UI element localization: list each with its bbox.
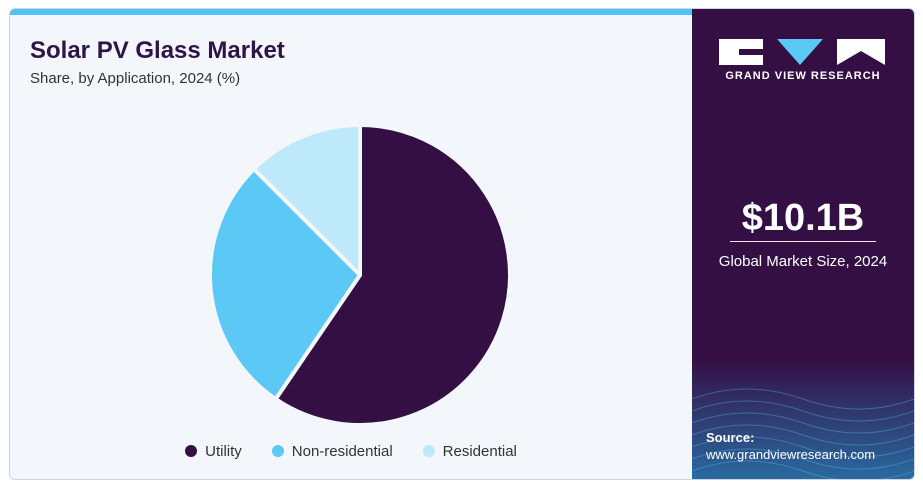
legend-label: Residential	[442, 442, 517, 460]
chart-legend: Utility Non-residential Residential	[10, 440, 692, 462]
pie-slice-residential	[251, 123, 362, 277]
legend-item-utility: Utility	[185, 443, 242, 460]
accent-bar	[10, 9, 692, 15]
legend-swatch	[271, 445, 284, 457]
pie-slice-non-residential	[208, 166, 362, 402]
legend-label: Non-residential	[291, 442, 393, 460]
divider	[730, 241, 876, 242]
source-label: Source:	[706, 430, 755, 445]
legend-item-non-residential: Non-residential	[271, 442, 393, 460]
pie-chart	[208, 123, 512, 427]
chart-title: Solar PV Glass Market	[30, 37, 285, 64]
legend-label: Utility	[205, 442, 242, 460]
chart-subtitle: Share, by Application, 2024 (%)	[30, 70, 241, 87]
decorative-wave-pattern	[692, 359, 914, 479]
legend-item-residential: Residential	[422, 442, 517, 460]
grand-view-research-logo	[719, 39, 885, 65]
market-size-label: Global Market Size, 2024	[718, 253, 888, 270]
info-panel: GRAND VIEW RESEARCH $10.1B Global Market…	[692, 9, 914, 479]
brand-name: GRAND VIEW RESEARCH	[725, 70, 881, 82]
pie-slice-utility	[273, 123, 512, 427]
source-url[interactable]: www.grandviewresearch.com	[706, 447, 876, 462]
chart-card: Solar PV Glass Market Share, by Applicat…	[9, 8, 915, 480]
market-size-value: $10.1B	[741, 197, 865, 239]
legend-swatch	[185, 445, 198, 457]
chart-panel: Solar PV Glass Market Share, by Applicat…	[10, 15, 692, 479]
legend-swatch	[422, 445, 435, 457]
